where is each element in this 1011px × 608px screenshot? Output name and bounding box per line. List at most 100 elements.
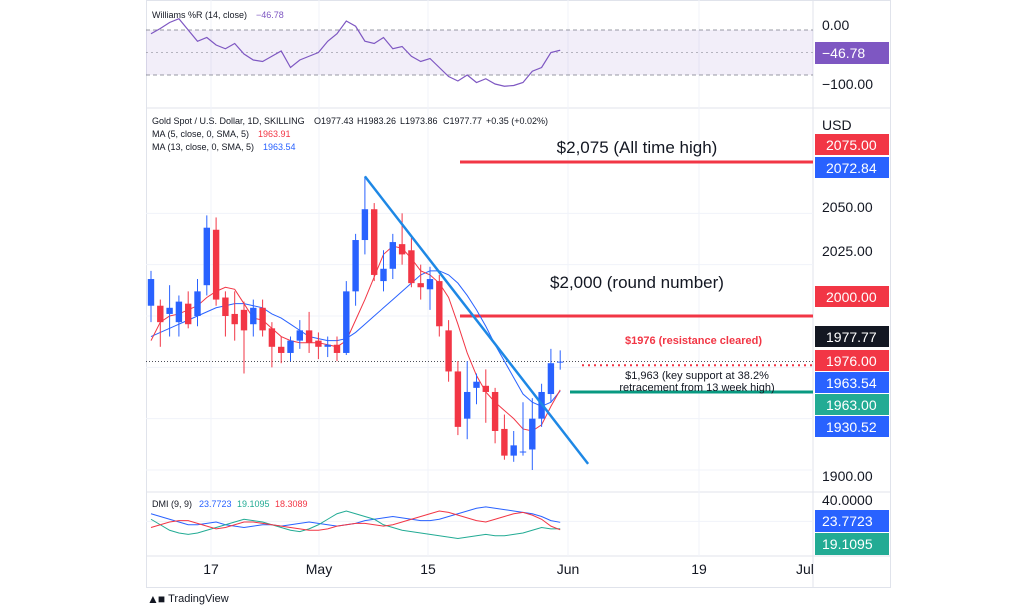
candle xyxy=(203,215,210,296)
williams-pane xyxy=(146,18,813,87)
price-badge-text: 1976.00 xyxy=(826,353,877,369)
candle xyxy=(343,281,350,356)
price-badge-bg xyxy=(815,157,889,178)
candle-body xyxy=(157,305,164,323)
dmi-pane xyxy=(150,506,561,540)
candle xyxy=(250,299,257,337)
candle xyxy=(547,348,555,403)
candle xyxy=(464,361,471,440)
candle-body xyxy=(445,330,452,372)
candle-body xyxy=(240,309,248,331)
price-tick-2025: 2025.00 xyxy=(822,243,873,259)
candle-body xyxy=(557,361,564,363)
candle xyxy=(259,299,266,337)
round-number-annotation: $2,000 (round number) xyxy=(550,273,724,292)
price-badge-bg xyxy=(815,350,889,371)
williams-legend: Williams %R (14, close) xyxy=(152,10,247,20)
candle xyxy=(147,270,155,323)
price-badge-bg xyxy=(815,286,889,307)
candle xyxy=(278,336,285,364)
candle xyxy=(324,336,331,358)
ath-annotation: $2,075 (All time high) xyxy=(557,138,718,157)
symbol-legend: Gold Spot / U.S. Dollar, 1D, SKILLING xyxy=(152,116,305,126)
candle-body xyxy=(231,313,238,325)
candle xyxy=(482,369,489,423)
candle xyxy=(222,291,229,337)
price-badge-bg xyxy=(815,326,889,347)
candle xyxy=(501,414,508,460)
candle-body xyxy=(203,227,210,286)
candle xyxy=(445,320,452,382)
candle xyxy=(315,332,322,360)
candle-body xyxy=(352,240,359,292)
price-badge: 1963.00 xyxy=(815,394,889,415)
candle xyxy=(436,274,443,337)
candle xyxy=(371,203,378,282)
price-badge: 1963.54 xyxy=(815,372,889,393)
williams-line xyxy=(150,18,561,87)
candle-body xyxy=(333,344,341,353)
candle-body xyxy=(482,385,489,392)
candle-body xyxy=(315,340,322,347)
candle xyxy=(333,336,341,362)
candle-body xyxy=(185,303,192,325)
candle-body xyxy=(166,307,173,314)
price-badge-bg xyxy=(815,416,889,437)
candle xyxy=(361,176,369,255)
tradingview-mark-icon: ▲■ xyxy=(147,592,165,606)
candle-body xyxy=(454,371,462,427)
candle xyxy=(519,402,527,456)
price-tick-1900: 1900.00 xyxy=(822,468,873,484)
candle-body xyxy=(501,428,508,456)
candle-body xyxy=(491,391,499,431)
price-badge-bg xyxy=(815,372,889,393)
time-tick-jul: Jul xyxy=(796,561,814,577)
dmi-badge-2 xyxy=(815,533,889,555)
dmi-badge-1-text: 23.7723 xyxy=(822,513,873,529)
candle-body xyxy=(222,297,229,316)
candle xyxy=(157,299,164,347)
candle xyxy=(268,322,276,368)
candle xyxy=(473,373,480,405)
candle-body xyxy=(194,291,201,316)
trendline-path xyxy=(363,175,590,465)
candle xyxy=(352,233,359,306)
ohlc-open: O1977.43 xyxy=(314,116,354,126)
candle xyxy=(529,398,536,470)
chart-frame xyxy=(146,0,891,588)
candle-body xyxy=(147,279,155,306)
price-badge-bg xyxy=(815,394,889,415)
candle xyxy=(426,266,434,310)
candle-body xyxy=(287,340,294,353)
currency-label: USD xyxy=(822,117,852,133)
candle xyxy=(296,320,303,349)
ma5-legend-value: 1963.91 xyxy=(258,129,291,139)
candle-body xyxy=(519,451,527,453)
williams-badge xyxy=(815,42,889,64)
resistance-annotation: $1976 (resistance cleared) xyxy=(625,335,762,347)
candle xyxy=(408,237,415,288)
time-tick-may: May xyxy=(306,561,332,577)
candle-body xyxy=(408,250,415,284)
price-badge: 2000.00 xyxy=(815,286,889,307)
support-annotation-line2: retracement from 13 week high) xyxy=(619,382,774,394)
candle-body xyxy=(380,268,387,282)
candle xyxy=(212,217,220,306)
williams-tick-0: 0.00 xyxy=(822,17,849,33)
candle xyxy=(557,350,564,370)
ohlc-low: L1973.86 xyxy=(400,116,438,126)
price-badge-text: 2000.00 xyxy=(826,289,877,305)
candles xyxy=(147,176,564,470)
candle-body xyxy=(417,283,424,288)
candle xyxy=(231,291,238,341)
time-tick-19: 19 xyxy=(691,561,707,577)
candle-body xyxy=(296,330,303,341)
dmi-line xyxy=(150,510,561,531)
tradingview-logo[interactable]: ▲■ TradingView xyxy=(147,592,229,606)
dmi-line xyxy=(150,506,561,529)
dmi-line xyxy=(150,510,561,540)
candle-body xyxy=(212,229,220,300)
price-badge: 2075.00 xyxy=(815,134,889,155)
candle xyxy=(491,387,499,444)
